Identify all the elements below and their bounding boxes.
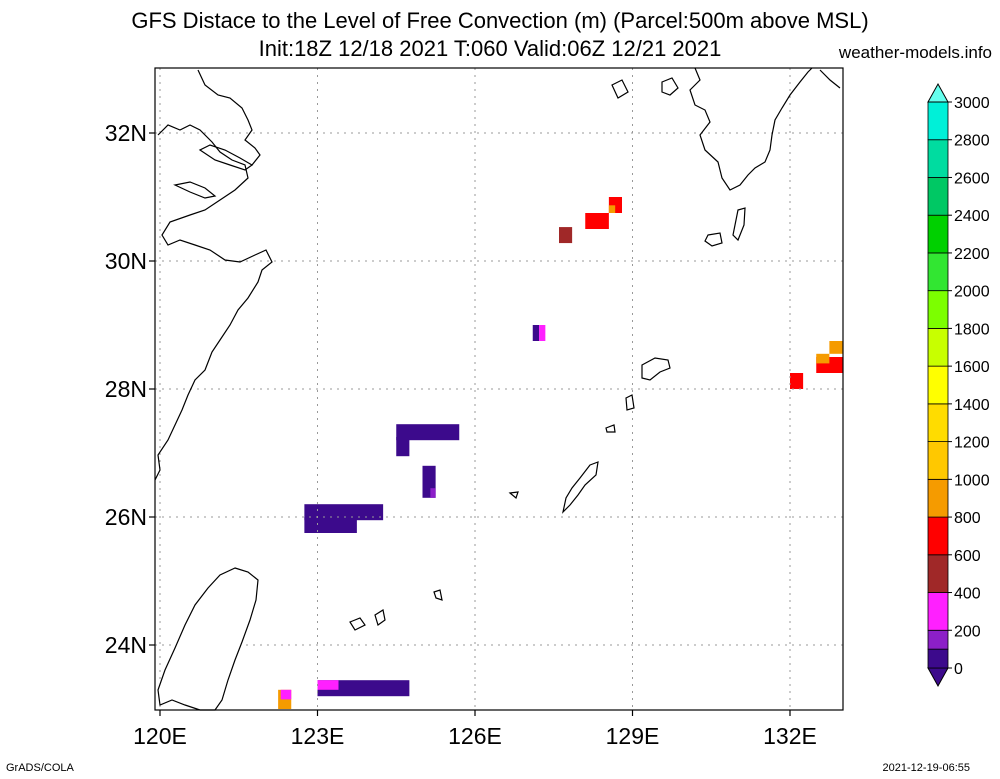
data-cell (585, 213, 609, 229)
okinawa-island (561, 461, 599, 514)
lat-label: 30N (105, 248, 147, 274)
footer-software-label: GrADS/COLA (6, 762, 74, 774)
lon-label: 132E (763, 723, 817, 749)
tanegashima-island (732, 207, 746, 242)
colorbar-segment (927, 101, 949, 141)
colorbar-label: 0 (954, 661, 963, 678)
data-cell (280, 689, 292, 700)
coastlines (154, 67, 841, 711)
colorbar-label: 800 (954, 510, 981, 527)
colorbar-segment (927, 441, 949, 480)
data-cell (816, 353, 830, 364)
kyushu-west-island (661, 77, 679, 96)
colorbar-segment (927, 177, 949, 216)
taiwan-island (157, 567, 259, 711)
colorbar-label: 1600 (954, 359, 990, 376)
colorbar-segment (927, 516, 949, 556)
colorbar-segment (927, 139, 949, 178)
yangtze-estuary (198, 144, 254, 171)
data-cell (430, 488, 436, 498)
sakishima-island-a (349, 617, 366, 631)
lon-label: 123E (291, 723, 345, 749)
data-cell (829, 341, 843, 354)
colorbar-label: 2800 (954, 133, 990, 150)
site-label: weather-models.info (838, 43, 992, 62)
colorbar-segment (927, 214, 949, 254)
colorbar-min-arrow (927, 667, 949, 688)
yakushima-island (704, 232, 723, 247)
colorbar-label: 2000 (954, 284, 990, 301)
colorbar-label: 2600 (954, 170, 990, 187)
data-cells (199, 197, 843, 709)
small-island-c (508, 491, 519, 500)
colorbar-label: 2400 (954, 208, 990, 225)
small-island-b (605, 424, 616, 433)
colorbar-segment (927, 648, 949, 669)
chart-title: GFS Distace to the Level of Free Convect… (131, 8, 869, 33)
lat-label: 32N (105, 120, 147, 146)
data-cell (608, 205, 616, 213)
colorbar-label: 600 (954, 548, 981, 565)
data-cell (317, 680, 410, 697)
colorbar-label: 3000 (954, 95, 990, 112)
data-cell (559, 227, 573, 244)
grid-lines (155, 68, 843, 710)
sakishima-island-c (433, 589, 443, 601)
colorbar-segment (927, 290, 949, 329)
data-cell (790, 373, 804, 389)
lon-label: 126E (448, 723, 502, 749)
east-coast-fragment (819, 69, 841, 89)
sakishima-island-b (374, 609, 386, 626)
lon-label: 129E (606, 723, 660, 749)
colorbar-label: 2200 (954, 246, 990, 263)
colorbar-segment (927, 629, 949, 650)
colorbar-label: 400 (954, 586, 981, 603)
colorbar-segment (927, 554, 949, 593)
colorbar-segment (927, 592, 949, 631)
bay-outline (173, 181, 217, 199)
footer-timestamp: 2021-12-19-06:55 (882, 762, 970, 774)
data-cell (532, 325, 540, 341)
kyushu-small-island (611, 79, 629, 99)
china-coastline (154, 124, 273, 481)
data-cell (396, 437, 410, 457)
colorbar-max-arrow (927, 82, 949, 103)
data-cell (539, 325, 546, 341)
small-island-a (625, 394, 635, 411)
colorbar-label: 1200 (954, 435, 990, 452)
lat-label: 24N (105, 632, 147, 658)
colorbar-segment (927, 327, 949, 367)
colorbar-label: 1800 (954, 321, 990, 338)
axis-labels: 32N 30N 28N 26N 24N 120E 123E 126E 129E 132E (105, 120, 817, 749)
data-cell (317, 680, 339, 690)
colorbar-label: 200 (954, 623, 981, 640)
data-cell (304, 517, 357, 533)
chart-subtitle: Init:18Z 12/18 2021 T:060 Valid:06Z 12/2… (258, 36, 722, 61)
lat-label: 28N (105, 376, 147, 402)
colorbar-segment (927, 478, 949, 518)
kyushu-coastline (689, 67, 813, 191)
amami-island (641, 357, 671, 381)
data-cell (396, 424, 460, 441)
north-coast (197, 69, 261, 166)
data-cell (304, 504, 384, 521)
lon-label: 120E (133, 723, 187, 749)
colorbar-segment (927, 252, 949, 292)
lat-label: 26N (105, 504, 147, 530)
colorbar: 0 200 400 600 800 1000 1200 1400 1600 1800 2000 220… (927, 82, 990, 688)
axis-ticks (149, 132, 791, 716)
colorbar-segment (927, 365, 949, 405)
colorbar-segment (927, 403, 949, 443)
colorbar-label: 1400 (954, 397, 990, 414)
colorbar-label: 1000 (954, 472, 990, 489)
